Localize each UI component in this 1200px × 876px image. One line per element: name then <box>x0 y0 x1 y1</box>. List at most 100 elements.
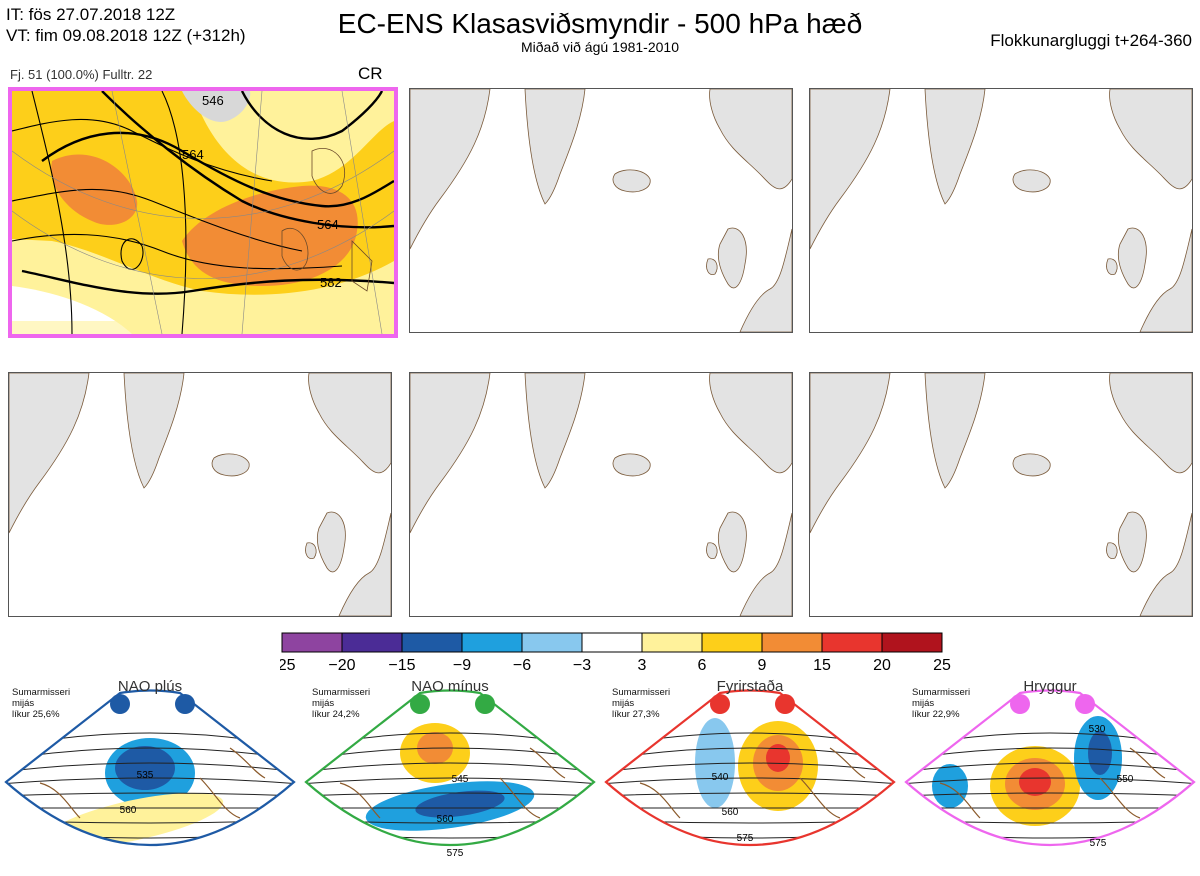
regime-dot <box>775 694 795 714</box>
height-contour <box>306 777 594 785</box>
cluster-map-1[interactable]: 546 564 564 582 <box>8 87 398 338</box>
colorbar-tick: 25 <box>933 657 951 674</box>
anomaly-area <box>766 744 790 772</box>
coastline <box>39 747 266 819</box>
contour-label: 560 <box>437 814 454 825</box>
colorbar-swatch <box>881 632 943 653</box>
contour-label: 575 <box>1090 838 1107 849</box>
anomaly-area <box>1019 768 1051 796</box>
anomaly-area <box>1088 731 1112 775</box>
height-contour <box>306 792 594 797</box>
regime-meta: Sumarmisseri mijás líkur 24,2% <box>312 687 371 720</box>
colorbar-tick: 6 <box>698 657 707 674</box>
coastline <box>739 512 792 616</box>
colorbar-tick: −6 <box>513 657 531 674</box>
height-contour <box>6 777 294 785</box>
page-subtitle: Miðað við ágú 1981-2010 <box>520 39 679 55</box>
coastline <box>1139 512 1192 616</box>
colorbar-swatch <box>821 632 883 653</box>
regime-meta: Sumarmisseri mijás líkur 25,6% <box>12 687 71 720</box>
regime-dot <box>1075 694 1095 714</box>
anomaly-area <box>115 746 175 790</box>
height-contour <box>6 792 294 797</box>
coastline <box>524 89 586 205</box>
contour-label: 560 <box>120 805 137 816</box>
coastline <box>316 511 346 573</box>
regime-frame <box>4 689 296 846</box>
coastline <box>717 227 747 289</box>
colorbar-tick: −3 <box>573 657 591 674</box>
contour-label: 546 <box>202 93 224 108</box>
height-contour <box>6 762 294 773</box>
regime-frame <box>604 689 896 846</box>
regime-title: Fyrirstaða <box>716 678 784 695</box>
coastline <box>612 169 651 193</box>
contour-label: 582 <box>320 275 342 290</box>
coastline <box>1139 228 1192 332</box>
contour-label: 575 <box>447 848 464 859</box>
coastline <box>123 373 185 489</box>
colorbar-swatch <box>461 632 523 653</box>
cluster-map-4[interactable] <box>8 372 392 617</box>
regime-dot <box>710 694 730 714</box>
coastline <box>1106 258 1118 276</box>
contour-label: 535 <box>137 770 154 781</box>
colorbar-tick: 9 <box>758 657 767 674</box>
initial-time: IT: fös 27.07.2018 12Z <box>6 5 176 24</box>
coastline <box>305 542 317 560</box>
coastline <box>1106 542 1118 560</box>
colorbar-tick: 20 <box>873 657 891 674</box>
coastline <box>924 373 986 489</box>
height-contour <box>906 792 1194 797</box>
coastline <box>1109 89 1192 190</box>
coastline <box>410 89 491 250</box>
regime-dot <box>1010 694 1030 714</box>
regime-ridge: 530 550 575 Hryggur Sumarmisseri mijás líkur… <box>900 678 1200 871</box>
regime-blocking: 540 560 575 Fyrirstaða Sumarmisseri mijás lí… <box>600 678 900 871</box>
coastline <box>1012 169 1051 193</box>
coastline <box>706 542 718 560</box>
coastline <box>739 228 792 332</box>
cluster-map-3[interactable] <box>809 88 1193 333</box>
regime-title: NAO mínus <box>411 678 489 695</box>
colorbar-tick: −15 <box>388 657 415 674</box>
colorbar-swatch <box>341 632 403 653</box>
contour-label: 530 <box>1089 724 1106 735</box>
coastline <box>308 373 391 474</box>
coastline <box>339 747 566 819</box>
contour-label: 575 <box>737 833 754 844</box>
page-title: EC-ENS Klasasviðsmyndir - 500 hPa hæð <box>337 8 863 39</box>
coastline <box>1117 511 1147 573</box>
classification-window: Flokkunargluggi t+264-360 <box>990 31 1192 50</box>
height-contour <box>606 762 894 773</box>
colorbar-tick: −25 <box>280 657 296 674</box>
colorbar-tick: 15 <box>813 657 831 674</box>
cluster-map-6[interactable] <box>809 372 1193 617</box>
regime-meta: Sumarmisseri mijás líkur 22,9% <box>912 687 971 720</box>
coastline <box>939 747 1166 819</box>
cluster-map-2[interactable] <box>409 88 793 333</box>
coastline <box>810 373 891 534</box>
cluster-map-5[interactable] <box>409 372 793 617</box>
coastline <box>639 747 866 819</box>
contour-label: 550 <box>1117 774 1134 785</box>
coastline <box>810 89 891 250</box>
contour-label: 545 <box>452 774 469 785</box>
regime-dot <box>475 694 495 714</box>
regime-nao-minus: 545 560 575 NAO mínus Sumarmisseri mijás lík… <box>300 678 600 871</box>
member-count: Fj. 51 (100.0%) Fulltr. 22 <box>10 67 153 82</box>
colorbar-tick: −9 <box>453 657 471 674</box>
regime-code: CR <box>358 64 383 83</box>
contour-label: 540 <box>712 772 729 783</box>
coastline <box>1117 227 1147 289</box>
anomaly-area <box>932 764 968 808</box>
colorbar-swatch <box>641 632 703 653</box>
colorbar-swatch <box>521 632 583 653</box>
colorbar-swatch <box>701 632 763 653</box>
header-times: IT: fös 27.07.2018 12Z VT: fim 09.08.201… <box>6 4 246 46</box>
coastline <box>1012 453 1051 477</box>
coastline <box>709 89 792 190</box>
valid-time: VT: fim 09.08.2018 12Z (+312h) <box>6 26 246 45</box>
height-contour <box>606 792 894 797</box>
height-contour <box>306 762 594 773</box>
